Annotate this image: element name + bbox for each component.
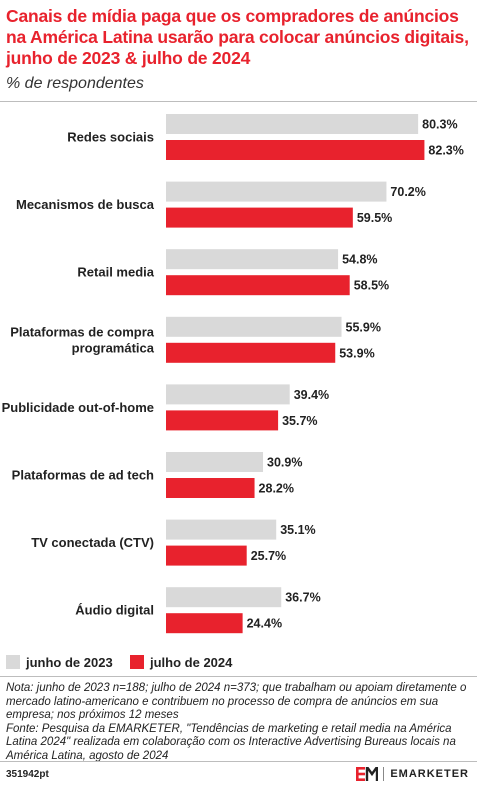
data-label: 55.9% bbox=[346, 320, 381, 334]
bar-2023 bbox=[166, 519, 277, 540]
em-logo-icon bbox=[356, 767, 379, 781]
top-divider bbox=[0, 101, 477, 102]
brand-name: EMARKETER bbox=[390, 768, 469, 780]
bar-2023 bbox=[166, 181, 387, 202]
bar-2024 bbox=[166, 478, 255, 498]
data-label: 28.2% bbox=[259, 482, 294, 496]
data-label: 82.3% bbox=[428, 144, 463, 158]
bar-2024 bbox=[166, 207, 353, 228]
bar-2023 bbox=[166, 587, 282, 608]
bar-2024 bbox=[166, 275, 350, 296]
legend-divider bbox=[0, 676, 477, 677]
legend-swatch-2024 bbox=[130, 655, 144, 669]
data-label: 25.7% bbox=[251, 549, 286, 563]
bar-2024 bbox=[166, 410, 279, 431]
bar-2024 bbox=[166, 140, 425, 160]
legend-item-2023: junho de 2023 bbox=[6, 655, 113, 670]
chart-code: 351942pt bbox=[6, 769, 49, 780]
data-label: 30.9% bbox=[267, 456, 302, 470]
chart-title: Canais de mídia paga que os compradores … bbox=[6, 6, 469, 68]
bar-2023 bbox=[166, 114, 419, 134]
legend-item-2024: julho de 2024 bbox=[130, 655, 232, 670]
chart-subtitle: % de respondentes bbox=[6, 75, 144, 92]
category-label: Retail media bbox=[77, 265, 154, 280]
bar-2023 bbox=[166, 249, 339, 270]
data-label: 39.4% bbox=[294, 388, 329, 402]
bar-2023 bbox=[166, 452, 264, 472]
data-label: 70.2% bbox=[390, 185, 425, 199]
category-label: Redes sociais bbox=[67, 130, 154, 145]
category-label: Publicidade out-of-home bbox=[2, 400, 154, 415]
bar-2024 bbox=[166, 342, 336, 363]
bar-2023 bbox=[166, 316, 342, 337]
data-label: 80.3% bbox=[422, 118, 457, 132]
data-label: 35.7% bbox=[282, 414, 317, 428]
data-label: 58.5% bbox=[354, 279, 389, 293]
category-label: TV conectada (CTV) bbox=[31, 535, 154, 550]
data-label: 35.1% bbox=[280, 523, 315, 537]
data-label: 53.9% bbox=[339, 346, 374, 360]
data-label: 54.8% bbox=[342, 253, 377, 267]
data-label: 59.5% bbox=[357, 211, 392, 225]
category-label: Mecanismos de busca bbox=[16, 197, 155, 212]
brand-logo: EMARKETER bbox=[356, 765, 469, 783]
category-label: Plataformas de ad tech bbox=[12, 468, 154, 483]
legend-label-2023: junho de 2023 bbox=[26, 655, 113, 670]
category-label: Áudio digital bbox=[75, 603, 154, 618]
data-label: 24.4% bbox=[247, 617, 282, 631]
source-note: Nota: junho de 2023 n=188; julho de 2024… bbox=[6, 682, 467, 762]
legend-swatch-2023 bbox=[6, 655, 20, 669]
legend-label-2024: julho de 2024 bbox=[150, 655, 233, 670]
data-label: 36.7% bbox=[285, 591, 320, 605]
category-label: Plataformas de compra bbox=[10, 324, 155, 339]
bar-2024 bbox=[166, 545, 247, 566]
bar-2023 bbox=[166, 384, 290, 405]
brand-divider bbox=[383, 767, 385, 781]
bar-2024 bbox=[166, 613, 243, 634]
footer-divider bbox=[0, 761, 477, 762]
bar-chart: Redes sociais 80.3% 82.3% Mecanismos de bus… bbox=[2, 114, 464, 634]
category-label: programática bbox=[72, 340, 155, 355]
